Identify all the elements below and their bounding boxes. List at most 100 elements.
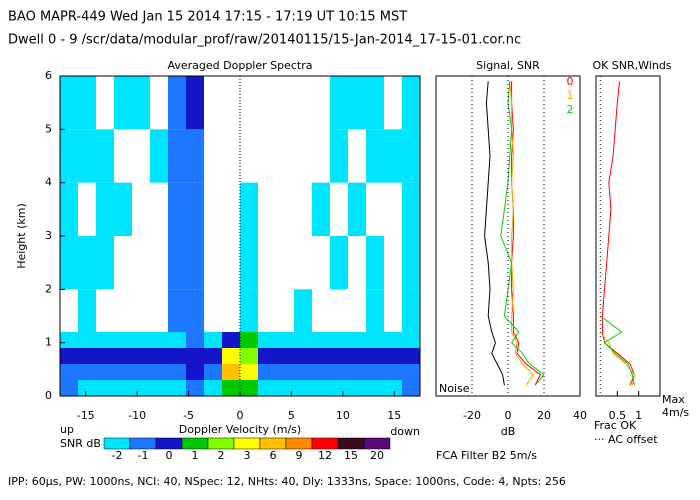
- spectra-cell: [168, 182, 186, 236]
- spectra-cell: [96, 129, 114, 183]
- y-tick-label: 0: [45, 389, 52, 402]
- y-tick-label: 4: [45, 176, 52, 189]
- spectra-cell: [258, 380, 276, 396]
- spectra-cell: [402, 332, 420, 348]
- spectra-cell: [150, 364, 168, 380]
- panel-frame: [595, 75, 661, 397]
- spectra-cell: [366, 364, 384, 380]
- spectra-cell: [240, 348, 258, 364]
- x-tick-label: 5: [288, 409, 295, 422]
- spectra-cell: [60, 76, 78, 130]
- y-tick-label: 3: [45, 229, 52, 242]
- spectra-cell: [78, 332, 96, 348]
- spectra-cell: [168, 129, 186, 183]
- spectra-cell: [96, 236, 114, 290]
- spectra-cell: [168, 380, 186, 396]
- spectra-cell: [294, 289, 312, 332]
- colorbar-swatch: [155, 437, 183, 450]
- legend-entry: 2: [567, 103, 574, 116]
- spectra-cell: [60, 380, 78, 396]
- spectra-cell: [150, 332, 168, 348]
- panel-title: Signal, SNR: [476, 59, 540, 72]
- max-label: Max: [662, 393, 685, 406]
- colorbar-tick-label: 3: [244, 449, 251, 462]
- spectra-cell: [60, 129, 78, 183]
- spectra-cell: [114, 182, 132, 236]
- x-tick-label: 15: [387, 409, 401, 422]
- spectra-cell: [330, 364, 348, 380]
- spectra-cell: [78, 364, 96, 380]
- left-label: up: [60, 423, 74, 436]
- spectra-cell: [294, 380, 312, 396]
- spectra-cell: [114, 76, 132, 130]
- spectra-cell: [402, 182, 420, 236]
- legend-entry: 0: [567, 75, 574, 88]
- spectra-cell: [186, 289, 204, 332]
- spectra-cell: [294, 332, 312, 348]
- spectra-cell: [186, 236, 204, 290]
- spectra-cell: [114, 348, 132, 364]
- spectra-cell: [330, 380, 348, 396]
- spectra-cell: [366, 129, 384, 183]
- colorbar-tick-label: 9: [296, 449, 303, 462]
- spectra-cell: [60, 182, 78, 236]
- colorbar-tick-label: 0: [166, 449, 173, 462]
- spectra-cell: [186, 348, 204, 364]
- spectra-cell: [150, 380, 168, 396]
- spectra-cell: [384, 348, 402, 364]
- spectra-cell: [222, 332, 240, 348]
- spectra-cell: [312, 380, 330, 396]
- spectra-cell: [276, 380, 294, 396]
- colorbar-tick-label: -1: [138, 449, 149, 462]
- spectra-cell: [96, 364, 114, 380]
- colorbar-tick-label: 1: [192, 449, 199, 462]
- spectra-cell: [168, 76, 186, 130]
- spectra-cell: [294, 364, 312, 380]
- spectra-cell: [186, 332, 204, 348]
- spectra-cell: [114, 332, 132, 348]
- colorbar-tick-label: 6: [270, 449, 277, 462]
- x-axis-label: dB: [501, 425, 516, 438]
- spectra-cell: [114, 364, 132, 380]
- spectra-cell: [348, 380, 366, 396]
- spectra-cell: [150, 348, 168, 364]
- spectra-cell: [78, 236, 96, 290]
- spectra-cell: [402, 236, 420, 290]
- spectra-cell: [96, 348, 114, 364]
- right-label: down: [390, 425, 420, 438]
- spectra-cell: [168, 289, 186, 332]
- spectra-cell: [60, 236, 78, 290]
- spectra-cell: [186, 76, 204, 130]
- spectra-cell: [78, 289, 96, 332]
- spectra-cell: [312, 364, 330, 380]
- spectra-cell: [240, 182, 258, 236]
- spectra-cell: [168, 332, 186, 348]
- spectra-cell: [330, 236, 348, 290]
- colorbar-swatch: [311, 437, 339, 450]
- spectra-cell: [60, 332, 78, 348]
- spectra-cell: [276, 364, 294, 380]
- plot-layer: [60, 76, 635, 396]
- spectra-cell: [204, 380, 222, 396]
- spectra-cell: [60, 364, 78, 380]
- footer-params: IPP: 60μs, PW: 1000ns, NCI: 40, NSpec: 1…: [8, 475, 566, 488]
- spectra-cell: [276, 332, 294, 348]
- spectra-cell: [114, 380, 132, 396]
- spectra-cell: [258, 348, 276, 364]
- spectra-cell: [204, 348, 222, 364]
- spectra-cell: [312, 332, 330, 348]
- profile-line: [599, 315, 635, 386]
- spectra-cell: [276, 348, 294, 364]
- spectra-cell: [132, 332, 150, 348]
- spectra-cell: [366, 380, 384, 396]
- x-tick-label: -20: [463, 409, 481, 422]
- spectra-cell: [150, 129, 168, 183]
- spectra-cell: [330, 332, 348, 348]
- spectra-cell: [402, 289, 420, 332]
- noise-label: Noise: [439, 382, 470, 395]
- spectra-cell: [168, 348, 186, 364]
- spectra-cell: [348, 364, 366, 380]
- spectra-cell: [96, 380, 114, 396]
- colorbar-tick-label: 2: [218, 449, 225, 462]
